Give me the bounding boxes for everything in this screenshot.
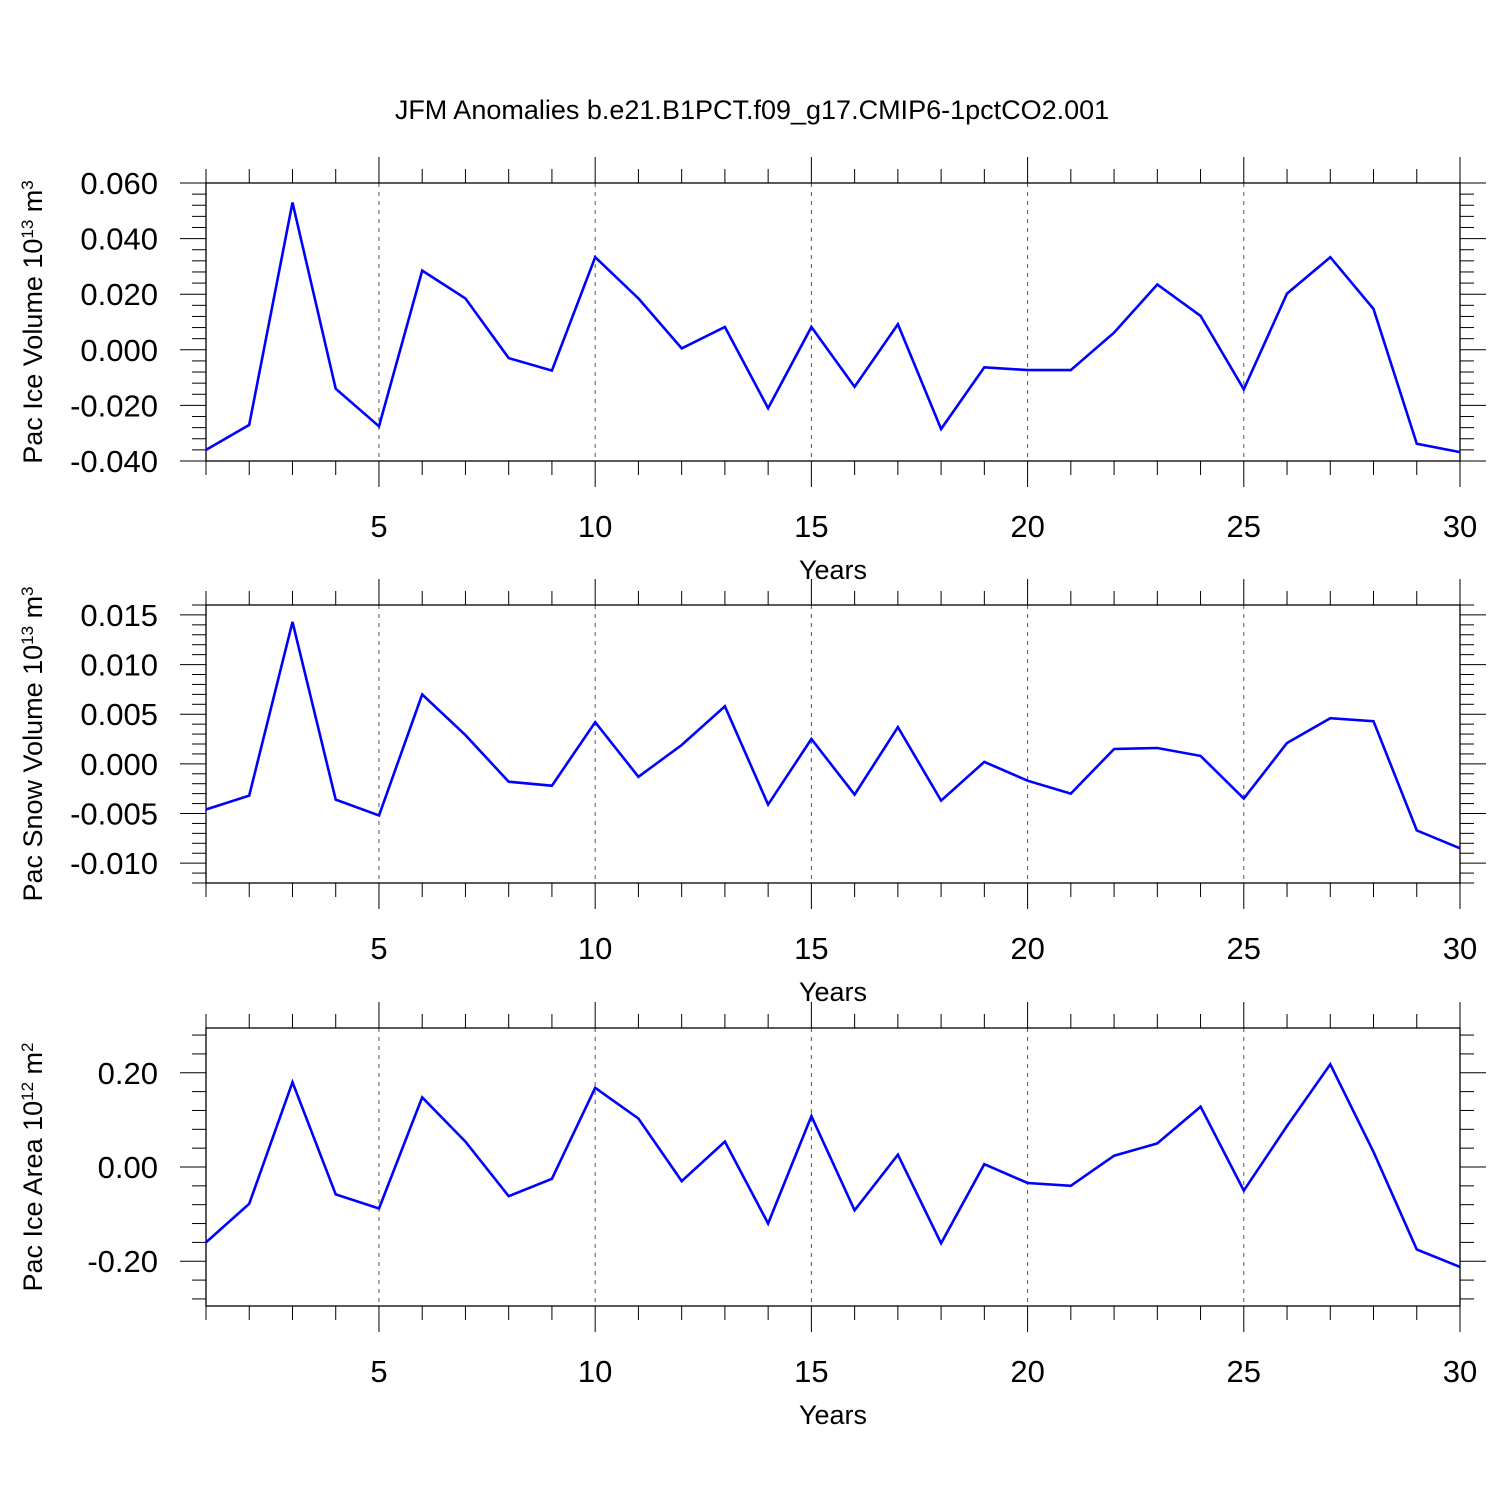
x-tick-label: 10 [578,1354,612,1389]
y-tick-label: 0.000 [80,333,158,368]
series-line [205,1061,1461,1269]
x-tick-label: 20 [1010,931,1044,966]
x-tick-label: 20 [1010,1354,1044,1389]
x-axis-label: Years [799,1400,867,1430]
y-tick-label: 0.005 [80,697,158,732]
x-tick-label: 25 [1227,509,1261,544]
series-line [205,621,1461,850]
x-tick-label: 30 [1443,509,1477,544]
y-tick-label: -0.20 [87,1244,158,1279]
y-tick-label: -0.020 [70,388,158,423]
y-tick-label: -0.010 [70,846,158,881]
y-tick-label: 0.00 [98,1150,158,1185]
x-tick-label: 15 [794,931,828,966]
plot-frame [205,182,1461,462]
x-axis-label: Years [799,555,867,585]
figure-title: JFM Anomalies b.e21.B1PCT.f09_g17.CMIP6-… [395,95,1109,125]
x-tick-label: 15 [794,1354,828,1389]
y-tick-label: 0.010 [80,648,158,683]
y-tick-label: -0.005 [70,797,158,832]
plot-frame [205,604,1461,884]
y-tick-label: 0.020 [80,277,158,312]
x-tick-label: 30 [1443,1354,1477,1389]
x-tick-label: 25 [1227,1354,1261,1389]
x-tick-label: 10 [578,509,612,544]
x-tick-label: 20 [1010,509,1044,544]
y-tick-label: -0.040 [70,444,158,479]
y-axis-label: Pac Ice Volume 1013 m3 [18,180,49,464]
y-axis-label: Pac Snow Volume 1013 m3 [18,586,49,901]
y-tick-label: 0.040 [80,222,158,257]
panel-ice-volume: -0.040 -0.020 0.000 0.020 0.040 0.060 5 10 15 20 2… [18,157,1486,585]
y-tick-label: 0.015 [80,598,158,633]
x-tick-label: 5 [370,931,387,966]
y-tick-label: 0.060 [80,166,158,201]
x-tick-label: 15 [794,509,828,544]
panel-snow-volume: -0.010 -0.005 0.000 0.005 0.010 0.015 5 10 15 20 2… [18,579,1486,1007]
x-tick-label: 10 [578,931,612,966]
series-line [205,202,1461,454]
x-tick-label: 30 [1443,931,1477,966]
x-tick-label: 5 [370,509,387,544]
x-tick-label: 25 [1227,931,1261,966]
y-tick-label: 0.000 [80,747,158,782]
x-axis-label: Years [799,977,867,1007]
x-tick-label: 5 [370,1354,387,1389]
panel-ice-area: -0.20 0.00 0.20 5 10 15 20 25 30 Years Pac Ice Are… [18,1002,1486,1430]
y-axis-label: Pac Ice Area 1012 m2 [18,1042,49,1291]
y-tick-label: 0.20 [98,1056,158,1091]
